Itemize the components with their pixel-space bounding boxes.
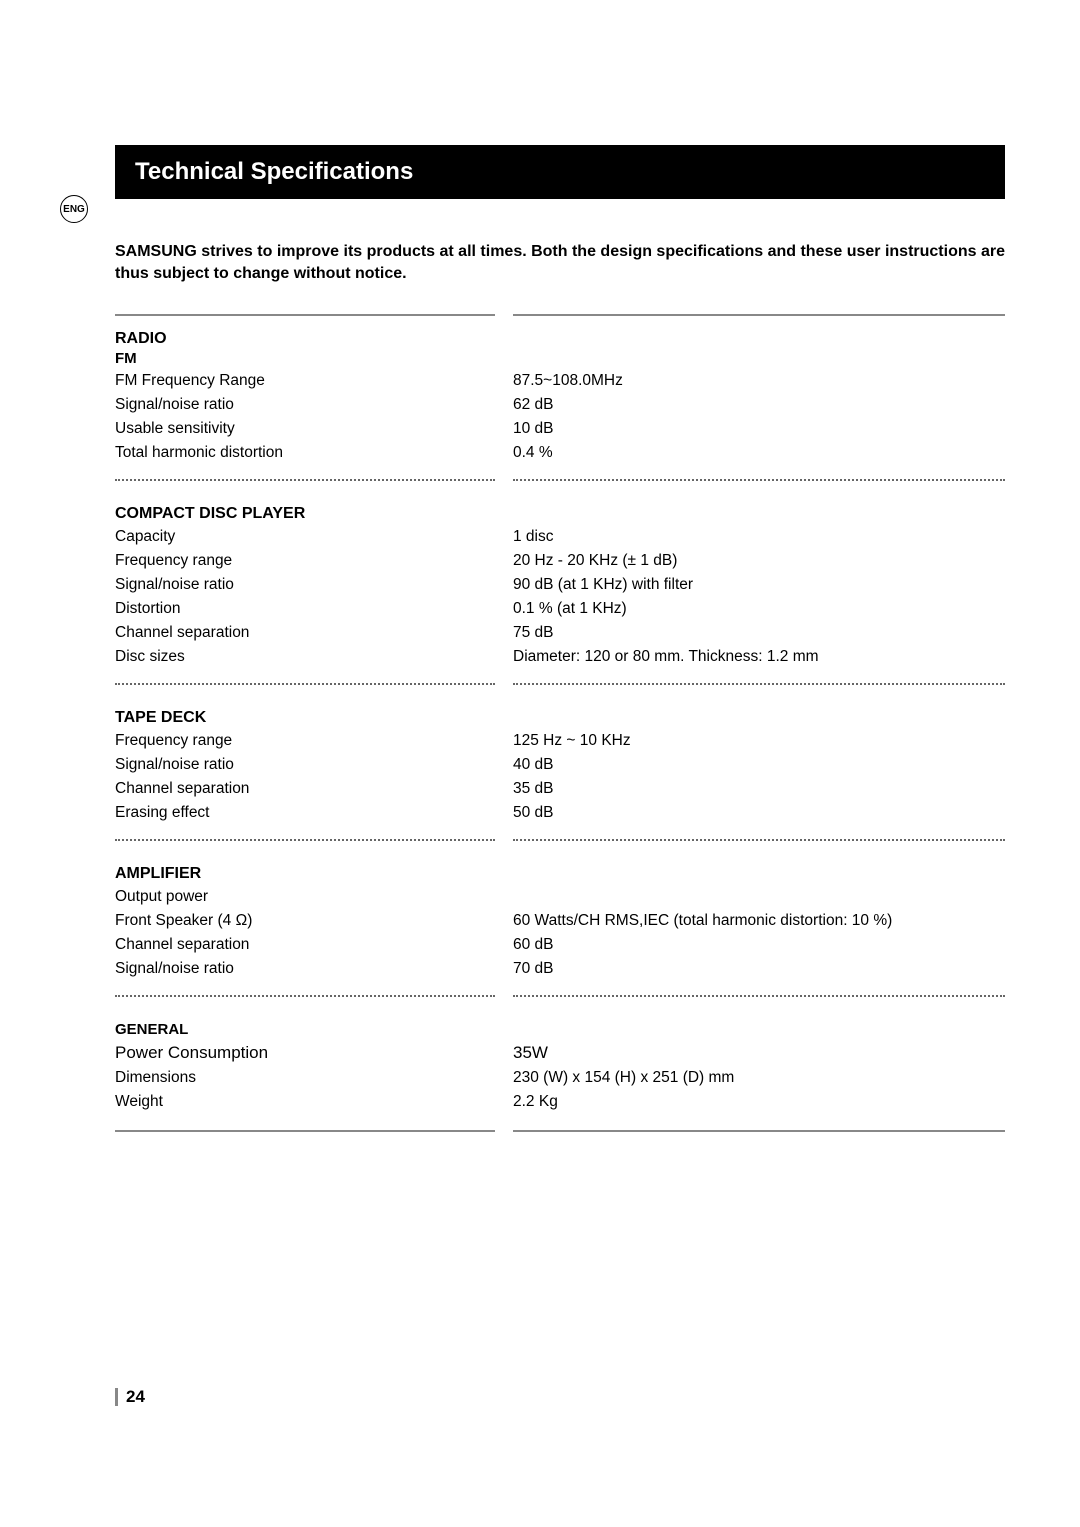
page-title: Technical Specifications: [135, 158, 985, 186]
spec-value: 87.5~108.0MHz: [513, 369, 1005, 393]
spec-row: Channel separation 75 dB: [115, 621, 1005, 645]
spec-value: 50 dB: [513, 801, 1005, 825]
spec-label: FM Frequency Range: [115, 369, 513, 393]
spec-label: Channel separation: [115, 621, 513, 645]
spec-row: Dimensions 230 (W) x 154 (H) x 251 (D) m…: [115, 1066, 1005, 1090]
spec-row: Signal/noise ratio 70 dB: [115, 957, 1005, 981]
dotted-divider: [115, 839, 1005, 841]
spec-label: Output power: [115, 885, 513, 909]
spec-label: Usable sensitivity: [115, 417, 513, 441]
spec-row: Erasing effect 50 dB: [115, 801, 1005, 825]
spec-value: 70 dB: [513, 957, 1005, 981]
section-heading-amp: AMPLIFIER: [115, 865, 1005, 883]
spec-value: 60 dB: [513, 933, 1005, 957]
spec-label: Weight: [115, 1090, 513, 1114]
spec-value: 62 dB: [513, 393, 1005, 417]
spec-value: 125 Hz ~ 10 KHz: [513, 729, 1005, 753]
spec-label: Disc sizes: [115, 645, 513, 669]
spec-value: Diameter: 120 or 80 mm. Thickness: 1.2 m…: [513, 645, 1005, 669]
spec-label: Total harmonic distortion: [115, 441, 513, 465]
section-heading-general: GENERAL: [115, 1021, 1005, 1038]
spec-label: Signal/noise ratio: [115, 753, 513, 777]
spec-row: Front Speaker (4 Ω) 60 Watts/CH RMS,IEC …: [115, 909, 1005, 933]
spec-label: Power Consumption: [115, 1040, 513, 1066]
spec-value: 20 Hz - 20 KHz (± 1 dB): [513, 549, 1005, 573]
title-bar: Technical Specifications: [115, 145, 1005, 199]
section-tape: TAPE DECK Frequency range 125 Hz ~ 10 KH…: [115, 709, 1005, 825]
section-heading-tape: TAPE DECK: [115, 709, 1005, 727]
spec-row: FM Frequency Range 87.5~108.0MHz: [115, 369, 1005, 393]
spec-label: Channel separation: [115, 933, 513, 957]
spec-label: Dimensions: [115, 1066, 513, 1090]
intro-paragraph: SAMSUNG strives to improve its products …: [115, 241, 1005, 286]
spec-value: [513, 885, 1005, 909]
spec-value: 10 dB: [513, 417, 1005, 441]
bottom-divider: [115, 1130, 1005, 1132]
section-general: GENERAL Power Consumption 35W Dimensions…: [115, 1021, 1005, 1114]
spec-value: 90 dB (at 1 KHz) with filter: [513, 573, 1005, 597]
spec-row: Weight 2.2 Kg: [115, 1090, 1005, 1114]
spec-row: Output power: [115, 885, 1005, 909]
spec-value: 40 dB: [513, 753, 1005, 777]
spec-label: Signal/noise ratio: [115, 393, 513, 417]
spec-label: Distortion: [115, 597, 513, 621]
spec-row: Channel separation 35 dB: [115, 777, 1005, 801]
spec-content: RADIO FM FM Frequency Range 87.5~108.0MH…: [115, 314, 1005, 1133]
spec-value: 75 dB: [513, 621, 1005, 645]
spec-label: Capacity: [115, 525, 513, 549]
spec-page: ENG Technical Specifications SAMSUNG str…: [0, 0, 1080, 1132]
spec-value: 1 disc: [513, 525, 1005, 549]
spec-row: Usable sensitivity 10 dB: [115, 417, 1005, 441]
spec-label: Signal/noise ratio: [115, 573, 513, 597]
spec-label: Frequency range: [115, 729, 513, 753]
dotted-divider: [115, 683, 1005, 685]
spec-row: Disc sizes Diameter: 120 or 80 mm. Thick…: [115, 645, 1005, 669]
spec-value: 230 (W) x 154 (H) x 251 (D) mm: [513, 1066, 1005, 1090]
section-heading-cd: COMPACT DISC PLAYER: [115, 505, 1005, 523]
section-radio: RADIO FM FM Frequency Range 87.5~108.0MH…: [115, 330, 1005, 465]
dotted-divider: [115, 479, 1005, 481]
spec-row: Frequency range 20 Hz - 20 KHz (± 1 dB): [115, 549, 1005, 573]
dotted-divider: [115, 995, 1005, 997]
spec-label: Channel separation: [115, 777, 513, 801]
spec-label: Frequency range: [115, 549, 513, 573]
spec-label: Front Speaker (4 Ω): [115, 909, 513, 933]
language-badge-text: ENG: [63, 204, 85, 215]
spec-value: 35W: [513, 1040, 1005, 1066]
section-cd: COMPACT DISC PLAYER Capacity 1 disc Freq…: [115, 505, 1005, 669]
spec-label: Erasing effect: [115, 801, 513, 825]
spec-row: Total harmonic distortion 0.4 %: [115, 441, 1005, 465]
spec-label: Signal/noise ratio: [115, 957, 513, 981]
sub-heading-fm: FM: [115, 350, 1005, 367]
spec-row: Capacity 1 disc: [115, 525, 1005, 549]
page-number: 24: [115, 1387, 145, 1407]
spec-row: Frequency range 125 Hz ~ 10 KHz: [115, 729, 1005, 753]
spec-value: 0.1 % (at 1 KHz): [513, 597, 1005, 621]
spec-row: Power Consumption 35W: [115, 1040, 1005, 1066]
page-number-text: 24: [126, 1387, 145, 1407]
language-badge: ENG: [60, 195, 88, 223]
spec-value: 2.2 Kg: [513, 1090, 1005, 1114]
spec-row: Signal/noise ratio 62 dB: [115, 393, 1005, 417]
spec-value: 0.4 %: [513, 441, 1005, 465]
spec-row: Signal/noise ratio 90 dB (at 1 KHz) with…: [115, 573, 1005, 597]
spec-row: Signal/noise ratio 40 dB: [115, 753, 1005, 777]
section-heading-radio: RADIO: [115, 330, 1005, 348]
section-amplifier: AMPLIFIER Output power Front Speaker (4 …: [115, 865, 1005, 981]
spec-row: Channel separation 60 dB: [115, 933, 1005, 957]
spec-value: 35 dB: [513, 777, 1005, 801]
spec-row: Distortion 0.1 % (at 1 KHz): [115, 597, 1005, 621]
top-divider: [115, 314, 1005, 316]
page-number-bar-icon: [115, 1388, 118, 1406]
spec-value: 60 Watts/CH RMS,IEC (total harmonic dist…: [513, 909, 1005, 933]
